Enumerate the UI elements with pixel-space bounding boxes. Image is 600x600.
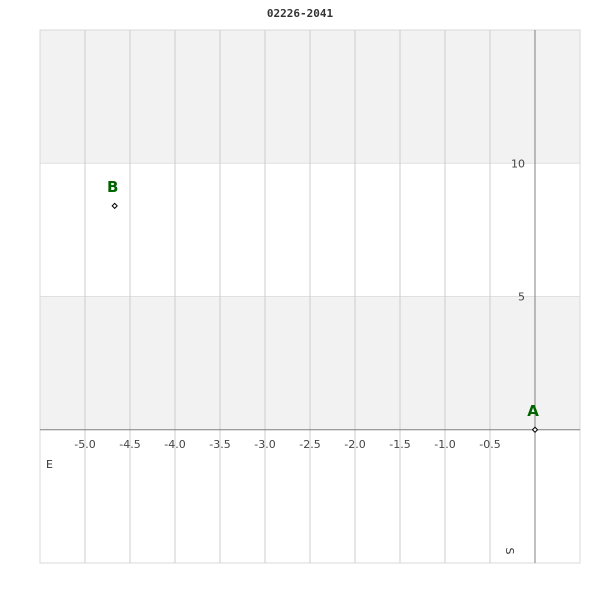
x-tick-label: -3.0 bbox=[254, 438, 275, 451]
x-tick-label: -2.5 bbox=[299, 438, 320, 451]
x-tick-label: -2.0 bbox=[344, 438, 365, 451]
chart-title: 02226-2041 bbox=[267, 7, 334, 20]
plot-frame bbox=[39, 29, 581, 564]
x-tick-label: -4.0 bbox=[164, 438, 185, 451]
x-tick-label: -0.5 bbox=[479, 438, 500, 451]
x-tick-label: -3.5 bbox=[209, 438, 230, 451]
x-tick-label: -1.5 bbox=[389, 438, 410, 451]
data-point-A bbox=[531, 426, 539, 433]
x-tick-label: -5.0 bbox=[74, 438, 95, 451]
y-axis-label: S bbox=[503, 548, 516, 555]
x-tick-label: -4.5 bbox=[119, 438, 140, 451]
x-tick-label: -1.0 bbox=[434, 438, 455, 451]
y-tick-label: 10 bbox=[511, 157, 525, 170]
point-label-A: A bbox=[527, 402, 539, 420]
point-label-B: B bbox=[107, 178, 118, 196]
x-axis-label: E bbox=[46, 458, 53, 471]
y-tick-label: 5 bbox=[518, 291, 525, 304]
data-point-B bbox=[111, 202, 118, 210]
